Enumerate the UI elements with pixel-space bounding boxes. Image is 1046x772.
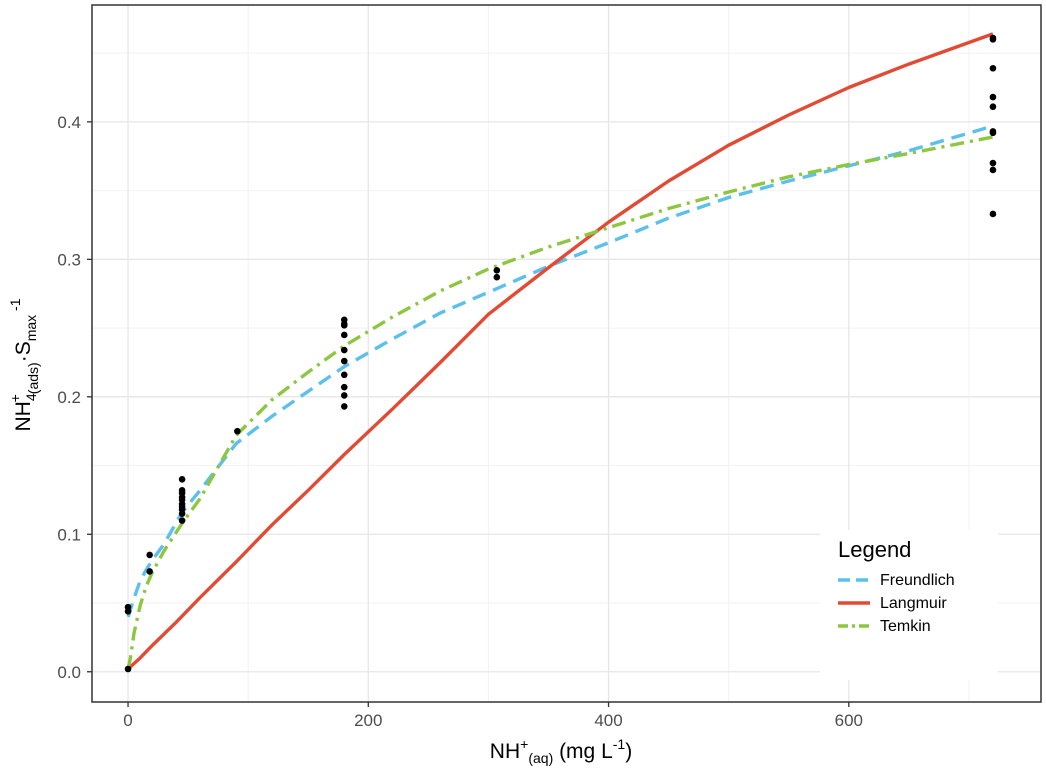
data-point bbox=[989, 34, 997, 42]
data-point bbox=[340, 357, 348, 365]
x-tick-label: 200 bbox=[354, 711, 382, 730]
data-point bbox=[340, 346, 348, 354]
x-tick-label: 0 bbox=[123, 711, 132, 730]
data-point bbox=[178, 503, 186, 511]
data-point bbox=[146, 551, 153, 559]
plot-panel-border bbox=[91, 4, 1042, 703]
data-point bbox=[989, 210, 997, 218]
series-freundlich-curve bbox=[126, 124, 994, 618]
data-point bbox=[493, 273, 501, 281]
data-point bbox=[493, 267, 501, 274]
data-point bbox=[989, 64, 997, 72]
data-point bbox=[178, 510, 186, 517]
data-point bbox=[340, 392, 348, 399]
x-axis-ticks: 0 200 400 600 bbox=[123, 702, 863, 730]
data-point bbox=[178, 517, 186, 524]
legend: Legend Freundlich Langmuir Temkin bbox=[820, 530, 998, 680]
x-tick-label: 600 bbox=[835, 711, 863, 730]
data-point bbox=[989, 93, 997, 101]
series-langmuir-curve bbox=[126, 32, 994, 671]
data-point bbox=[989, 103, 997, 111]
data-point bbox=[989, 166, 997, 174]
data-point bbox=[124, 665, 132, 673]
x-tick-label: 400 bbox=[594, 711, 622, 730]
data-point bbox=[340, 383, 348, 391]
legend-label-temkin: Temkin bbox=[880, 618, 931, 635]
data-point bbox=[340, 403, 348, 410]
y-tick-label: 0.4 bbox=[57, 113, 81, 132]
data-point bbox=[234, 427, 241, 435]
data-point bbox=[124, 607, 132, 615]
y-tick-label: 0.0 bbox=[57, 663, 81, 682]
data-point bbox=[340, 331, 348, 339]
y-axis-title: NH4+(ads)·Smax -1 bbox=[7, 298, 41, 431]
y-axis-ticks: 0.0 0.1 0.2 0.3 0.4 bbox=[57, 113, 92, 682]
observed-data-points bbox=[124, 34, 997, 673]
fit-curves bbox=[126, 32, 994, 671]
data-point bbox=[178, 475, 186, 483]
y-tick-label: 0.1 bbox=[57, 525, 81, 544]
y-tick-label: 0.2 bbox=[57, 388, 81, 407]
series-temkin-curve bbox=[126, 135, 994, 670]
y-tick-label: 0.3 bbox=[57, 250, 81, 269]
data-point bbox=[178, 486, 186, 494]
data-point bbox=[340, 322, 348, 329]
legend-label-freundlich: Freundlich bbox=[880, 572, 955, 589]
legend-entries: Freundlich Langmuir Temkin bbox=[838, 572, 955, 635]
data-point bbox=[146, 568, 153, 575]
data-point bbox=[989, 159, 997, 167]
data-point bbox=[989, 129, 997, 137]
legend-title: Legend bbox=[838, 537, 911, 562]
legend-background bbox=[820, 530, 998, 680]
x-axis-title: NH+(aq) (mg L-1) bbox=[490, 736, 632, 766]
data-point bbox=[340, 371, 348, 379]
legend-label-langmuir: Langmuir bbox=[880, 595, 947, 612]
